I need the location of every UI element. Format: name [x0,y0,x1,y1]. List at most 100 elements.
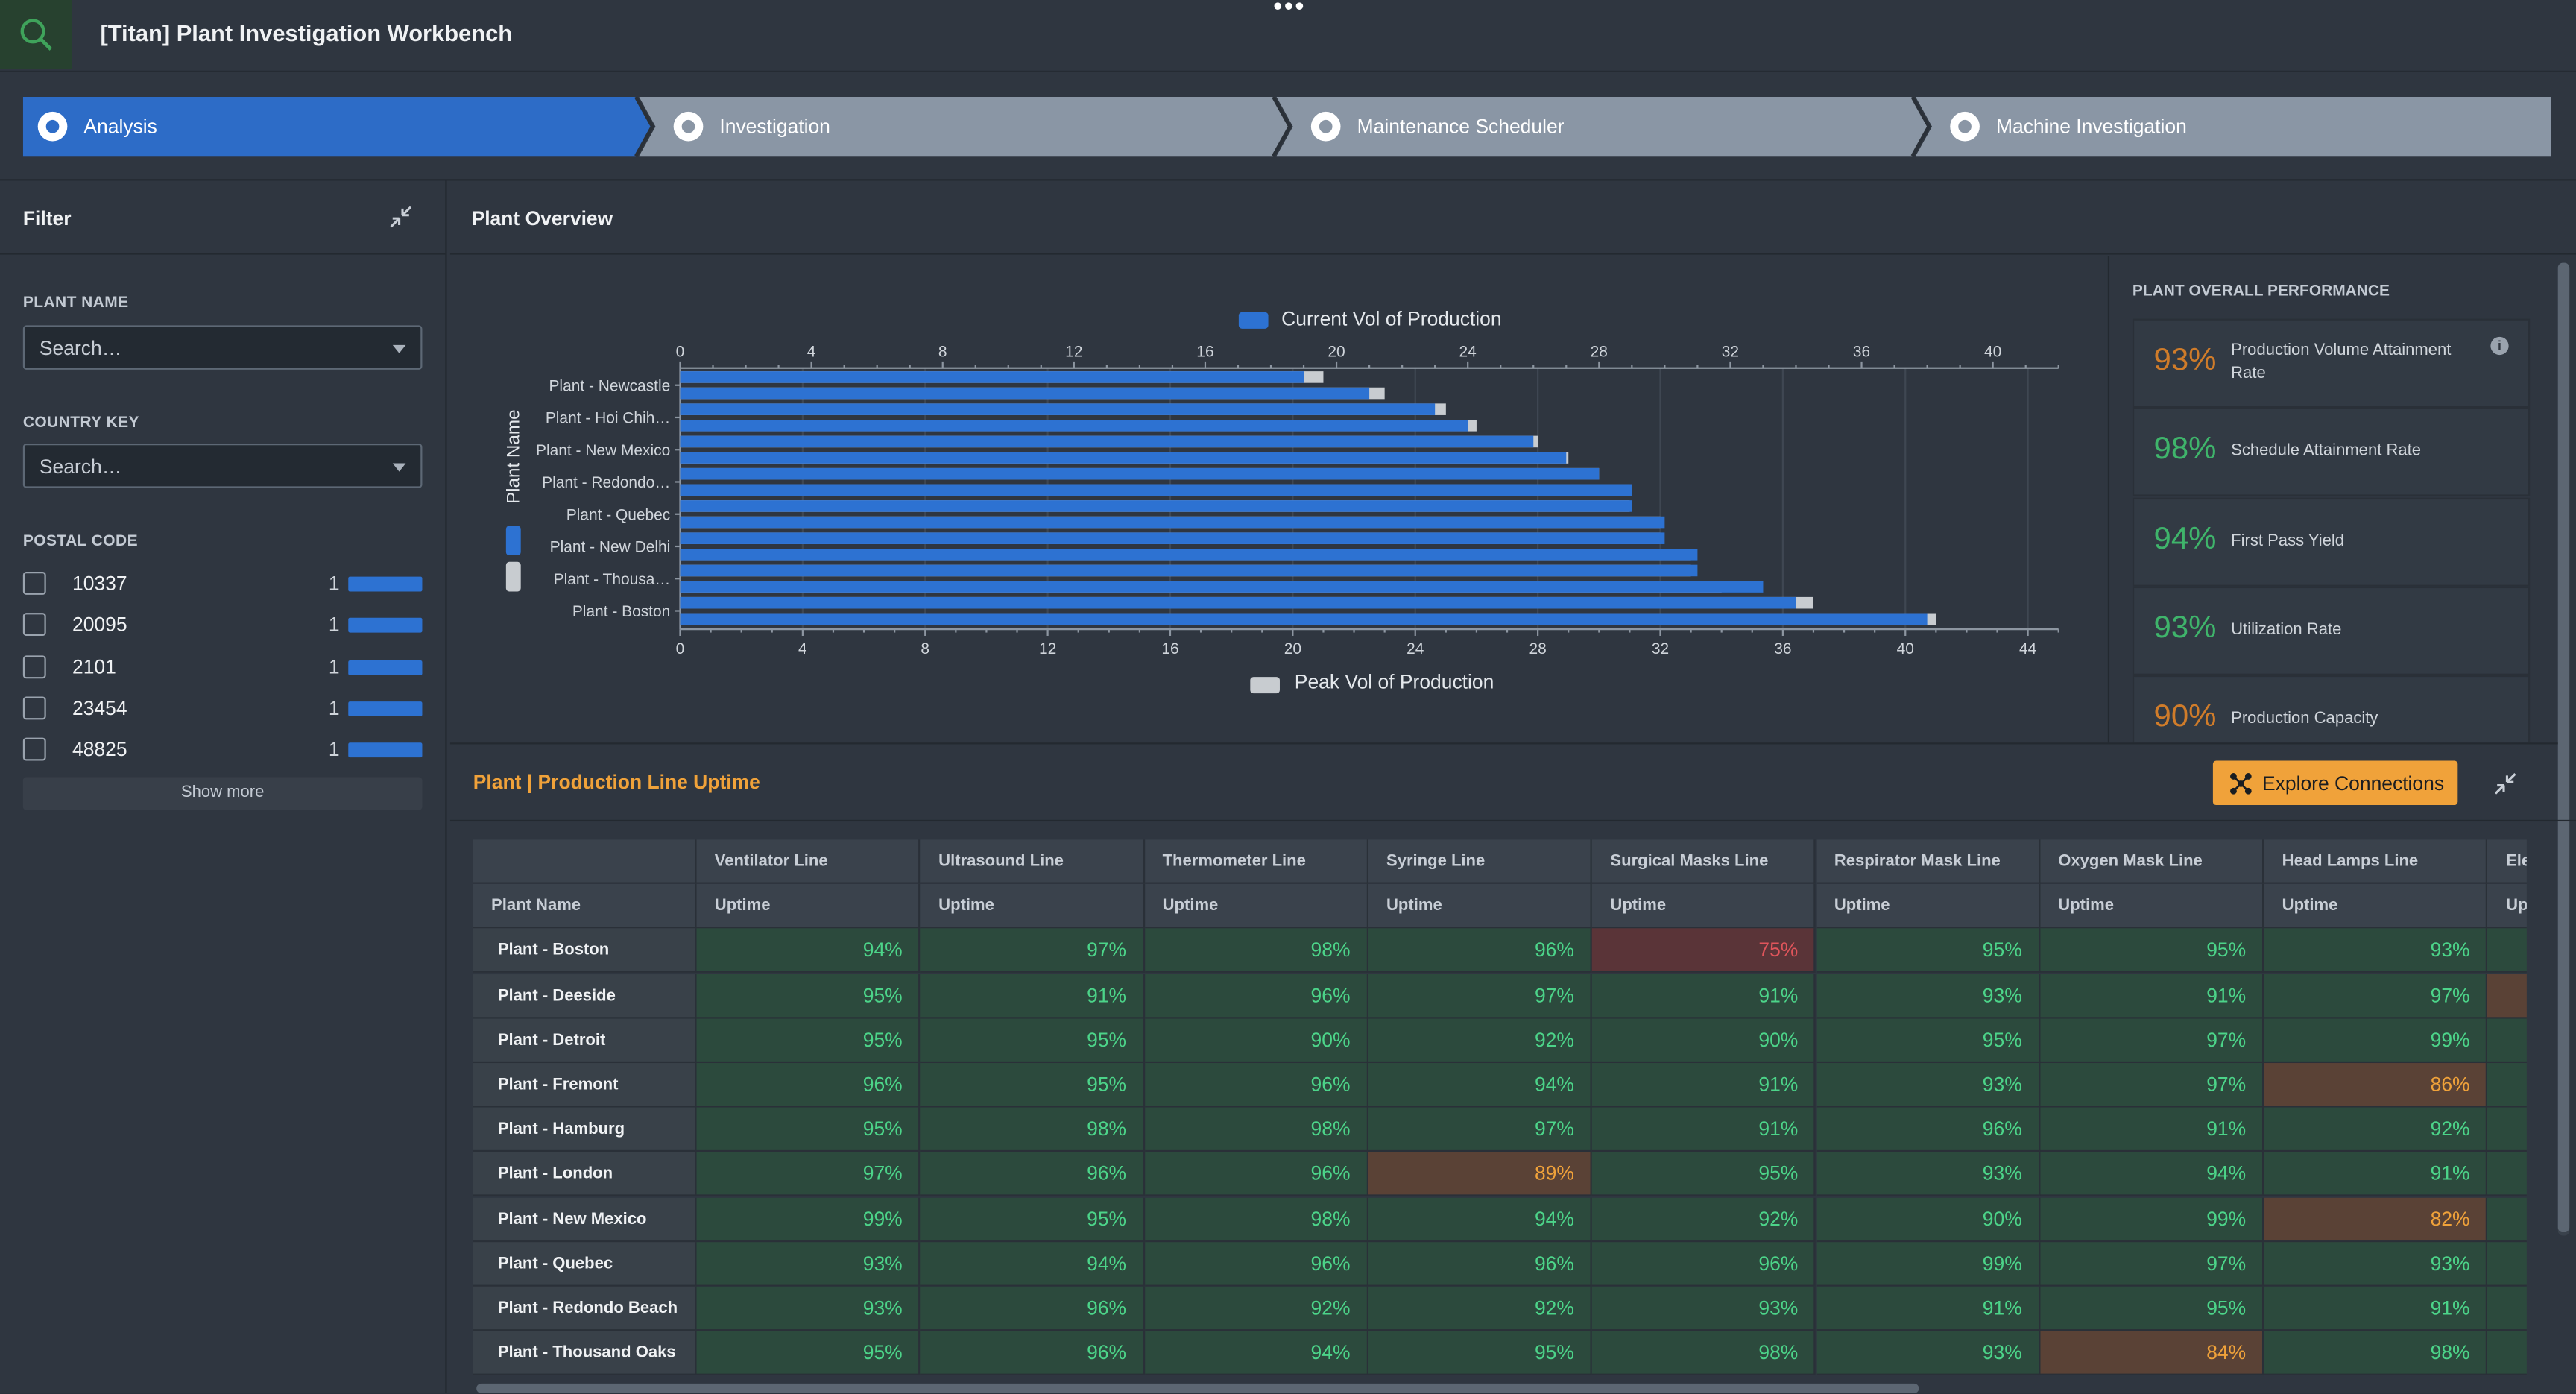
column-header[interactable]: Ventilator Line [696,839,921,884]
current-bar[interactable] [680,613,1928,625]
uptime-cell[interactable]: 93% [1816,1152,2041,1197]
column-header[interactable]: Surgical Masks Line [1592,839,1816,884]
uptime-cell[interactable]: 95% [920,1018,1145,1063]
uptime-cell[interactable]: 93% [1816,1063,2041,1108]
column-header[interactable]: Thermometer Line [1144,839,1368,884]
current-bar[interactable] [680,452,1567,464]
uptime-cell[interactable]: 91% [2264,1152,2488,1197]
uptime-cell[interactable]: 96% [920,1331,1145,1376]
uptime-cell[interactable]: 98% [1592,1331,1816,1376]
uptime-cell[interactable]: 95% [2040,929,2264,974]
table-row-plant[interactable]: Plant - Redondo Beach [473,1286,697,1331]
scrollbar-thumb[interactable] [476,1383,1919,1394]
uptime-subheader[interactable]: Uptime [1592,884,1816,929]
postal-code-item[interactable]: 48825 1 [22,735,423,765]
uptime-subheader[interactable]: Uptime [1368,884,1593,929]
uptime-cell[interactable]: 93% [696,1241,921,1287]
uptime-cell[interactable]: 95% [2040,1286,2264,1331]
uptime-cell[interactable]: 91% [1592,1063,1816,1108]
uptime-cell[interactable]: 93% [1592,1286,1816,1331]
uptime-cell[interactable]: 95% [696,1331,921,1376]
column-header[interactable]: Ele [2487,839,2527,884]
uptime-cell[interactable]: 98% [920,1107,1145,1152]
uptime-cell[interactable]: 91% [920,974,1145,1018]
checkbox[interactable] [22,655,46,678]
uptime-cell[interactable]: 95% [1816,929,2041,974]
uptime-cell[interactable]: 75% [1592,929,1816,974]
column-header[interactable]: Head Lamps Line [2264,839,2488,884]
uptime-cell[interactable]: 97% [920,929,1145,974]
uptime-cell[interactable]: 96% [920,1286,1145,1331]
column-header[interactable]: Ultrasound Line [920,839,1145,884]
workflow-step-2[interactable]: Investigation [639,97,1292,157]
vertical-scrollbar[interactable] [2557,262,2570,1236]
uptime-cell[interactable]: 91% [1592,1107,1816,1152]
uptime-cell[interactable]: 99% [2264,1018,2488,1063]
uptime-cell[interactable]: 96% [1144,1241,1368,1287]
uptime-cell[interactable]: 96% [1592,1241,1816,1287]
postal-code-item[interactable]: 2101 1 [22,652,423,681]
current-bar[interactable] [680,435,1534,448]
plant-name-search-input[interactable]: Search… [22,325,423,370]
uptime-cell[interactable]: 91% [1592,974,1816,1018]
uptime-subheader[interactable]: Uptime [696,884,921,929]
collapse-icon[interactable] [2493,771,2519,805]
uptime-cell[interactable]: 94% [1368,1063,1593,1108]
current-bar[interactable] [680,581,1764,593]
plant-name-header[interactable]: Plant Name [473,884,697,929]
uptime-subheader[interactable]: Uptime [1816,884,2041,929]
uptime-cell[interactable]: 84% [2040,1331,2264,1376]
uptime-cell[interactable]: 90% [1144,1018,1368,1063]
current-bar[interactable] [680,549,1698,561]
column-header[interactable]: Oxygen Mask Line [2040,839,2264,884]
uptime-cell[interactable]: 93% [696,1286,921,1331]
uptime-cell[interactable]: 82% [2264,1196,2488,1242]
current-bar[interactable] [680,371,1304,383]
uptime-cell[interactable]: 95% [696,974,921,1018]
column-header[interactable]: Syringe Line [1368,839,1593,884]
current-bar[interactable] [680,564,1698,577]
uptime-cell[interactable]: 86% [2264,1063,2488,1108]
checkbox[interactable] [22,738,46,761]
current-bar[interactable] [680,420,1468,432]
scrollbar-thumb[interactable] [2557,262,2570,1233]
uptime-cell[interactable]: 97% [2040,1018,2264,1063]
uptime-cell[interactable] [2487,1331,2527,1376]
current-bar[interactable] [680,387,1370,400]
current-bar[interactable] [680,532,1665,544]
uptime-cell[interactable]: 97% [2264,974,2488,1018]
postal-code-item[interactable]: 10337 1 [22,569,423,599]
search-icon[interactable] [0,0,72,69]
uptime-cell[interactable] [2487,1018,2527,1063]
uptime-cell[interactable]: 91% [2264,1286,2488,1331]
postal-code-item[interactable]: 20095 1 [22,610,423,640]
uptime-cell[interactable]: 97% [696,1152,921,1197]
collapse-icon[interactable] [388,204,414,238]
uptime-cell[interactable] [2487,1196,2527,1242]
uptime-subheader[interactable]: Uptime [2487,884,2527,929]
workflow-step-1[interactable]: Analysis [22,97,656,157]
uptime-cell[interactable]: 92% [1368,1018,1593,1063]
uptime-cell[interactable]: 95% [1592,1152,1816,1197]
table-row-plant[interactable]: Plant - Fremont [473,1063,697,1108]
column-header[interactable]: Respirator Mask Line [1816,839,2041,884]
uptime-cell[interactable]: 95% [920,1196,1145,1242]
uptime-cell[interactable]: 97% [2040,1241,2264,1287]
uptime-cell[interactable]: 96% [1368,1241,1593,1287]
explore-connections-button[interactable]: Explore Connections [2212,760,2458,806]
postal-code-item[interactable]: 23454 1 [22,693,423,723]
uptime-cell[interactable]: 97% [2040,1063,2264,1108]
horizontal-scrollbar[interactable] [476,1382,2530,1394]
uptime-cell[interactable]: 99% [1816,1241,2041,1287]
uptime-cell[interactable]: 99% [2040,1196,2264,1242]
show-more-button[interactable]: Show more [22,777,423,810]
uptime-cell[interactable]: 92% [2264,1107,2488,1152]
current-bar[interactable] [680,467,1600,480]
uptime-cell[interactable]: 95% [1368,1331,1593,1376]
uptime-cell[interactable]: 99% [696,1196,921,1242]
uptime-cell[interactable]: 93% [1816,974,2041,1018]
current-bar[interactable] [680,596,1796,609]
uptime-cell[interactable]: 96% [1816,1107,2041,1152]
uptime-cell[interactable]: 96% [1144,1063,1368,1108]
uptime-cell[interactable] [2487,1286,2527,1331]
